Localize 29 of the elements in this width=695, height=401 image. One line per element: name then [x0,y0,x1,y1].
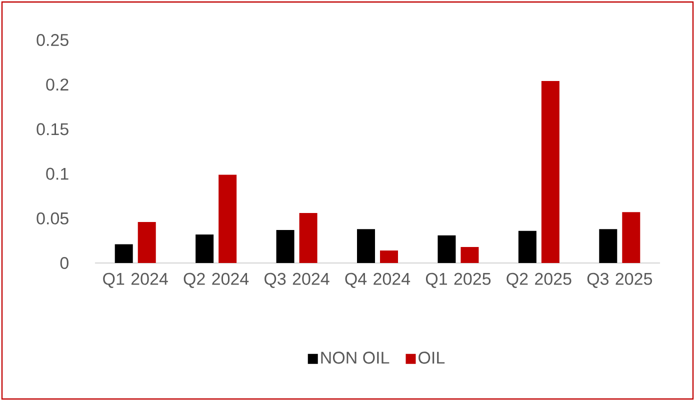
legend-label: OIL [418,352,445,364]
x-tick-label: Q2 2024 [184,272,249,288]
bar [518,230,536,263]
bar [460,246,479,263]
bar [380,250,398,263]
bar [114,244,133,263]
bar [218,174,237,263]
y-tick-label: 0.05 [36,212,68,224]
bar [622,212,640,263]
bar [357,229,376,263]
y-tick-label: 0.15 [36,123,68,136]
x-tick-label: Q3 2025 [587,272,652,288]
x-tick-label: Q1 2024 [103,272,168,288]
y-tick-label: 0.2 [46,78,68,91]
bar [196,234,214,263]
y-tick-label: 0.1 [46,168,68,180]
x-tick-label: Q1 2025 [426,272,491,288]
bar [438,235,456,263]
y-tick-label: 0.25 [36,34,68,46]
bar [276,230,294,263]
x-tick-label: Q3 2024 [264,272,330,288]
y-tick-label: 0 [60,256,68,270]
x-tick-label: Q4 2024 [345,272,410,288]
bar [541,81,560,263]
bar [138,222,156,263]
legend-label: NON OIL [321,352,390,364]
bar [599,229,618,263]
x-tick-label: Q2 2025 [506,272,572,288]
bar [299,213,318,263]
